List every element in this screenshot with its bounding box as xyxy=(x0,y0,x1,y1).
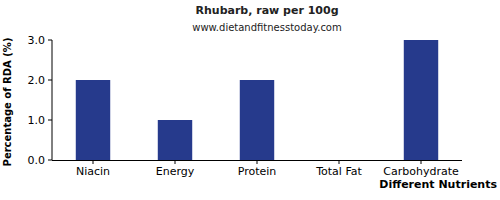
bar xyxy=(158,120,192,160)
y-tick-label: 2.0 xyxy=(28,74,46,87)
x-tick-label: Protein xyxy=(238,165,277,178)
y-tick xyxy=(48,40,52,41)
y-tick xyxy=(48,120,52,121)
title: Rhubarb, raw per 100g xyxy=(196,4,339,17)
x-axis-label: Different Nutrients xyxy=(379,178,497,191)
y-axis xyxy=(52,40,53,160)
y-tick xyxy=(48,160,52,161)
x-tick-label: Niacin xyxy=(76,165,110,178)
y-tick xyxy=(48,80,52,81)
x-tick xyxy=(175,160,176,164)
x-tick-label: Carbohydrate xyxy=(383,165,459,178)
bar xyxy=(76,80,110,160)
bar xyxy=(240,80,274,160)
chart-svg: Rhubarb, raw per 100g www.dietandfitnesst… xyxy=(0,0,500,200)
x-tick xyxy=(339,160,340,164)
y-axis-label: Percentage of RDA (%) xyxy=(2,38,13,167)
y-tick-label: 3.0 xyxy=(28,34,46,47)
bar xyxy=(404,40,438,160)
x-tick xyxy=(421,160,422,164)
x-tick xyxy=(93,160,94,164)
x-tick-label: Total Fat xyxy=(315,165,362,178)
x-tick xyxy=(257,160,258,164)
y-tick-label: 1.0 xyxy=(28,114,46,127)
bar xyxy=(322,160,356,161)
subtitle: www.dietandfitnesstoday.com xyxy=(192,22,341,33)
chart-container: Rhubarb, raw per 100g www.dietandfitnesst… xyxy=(0,0,500,200)
bars xyxy=(76,40,438,160)
y-tick-label: 0.0 xyxy=(28,154,46,167)
x-tick-label: Energy xyxy=(156,165,195,178)
page: {"chart_data": {"type": "bar", "title": … xyxy=(0,0,500,200)
